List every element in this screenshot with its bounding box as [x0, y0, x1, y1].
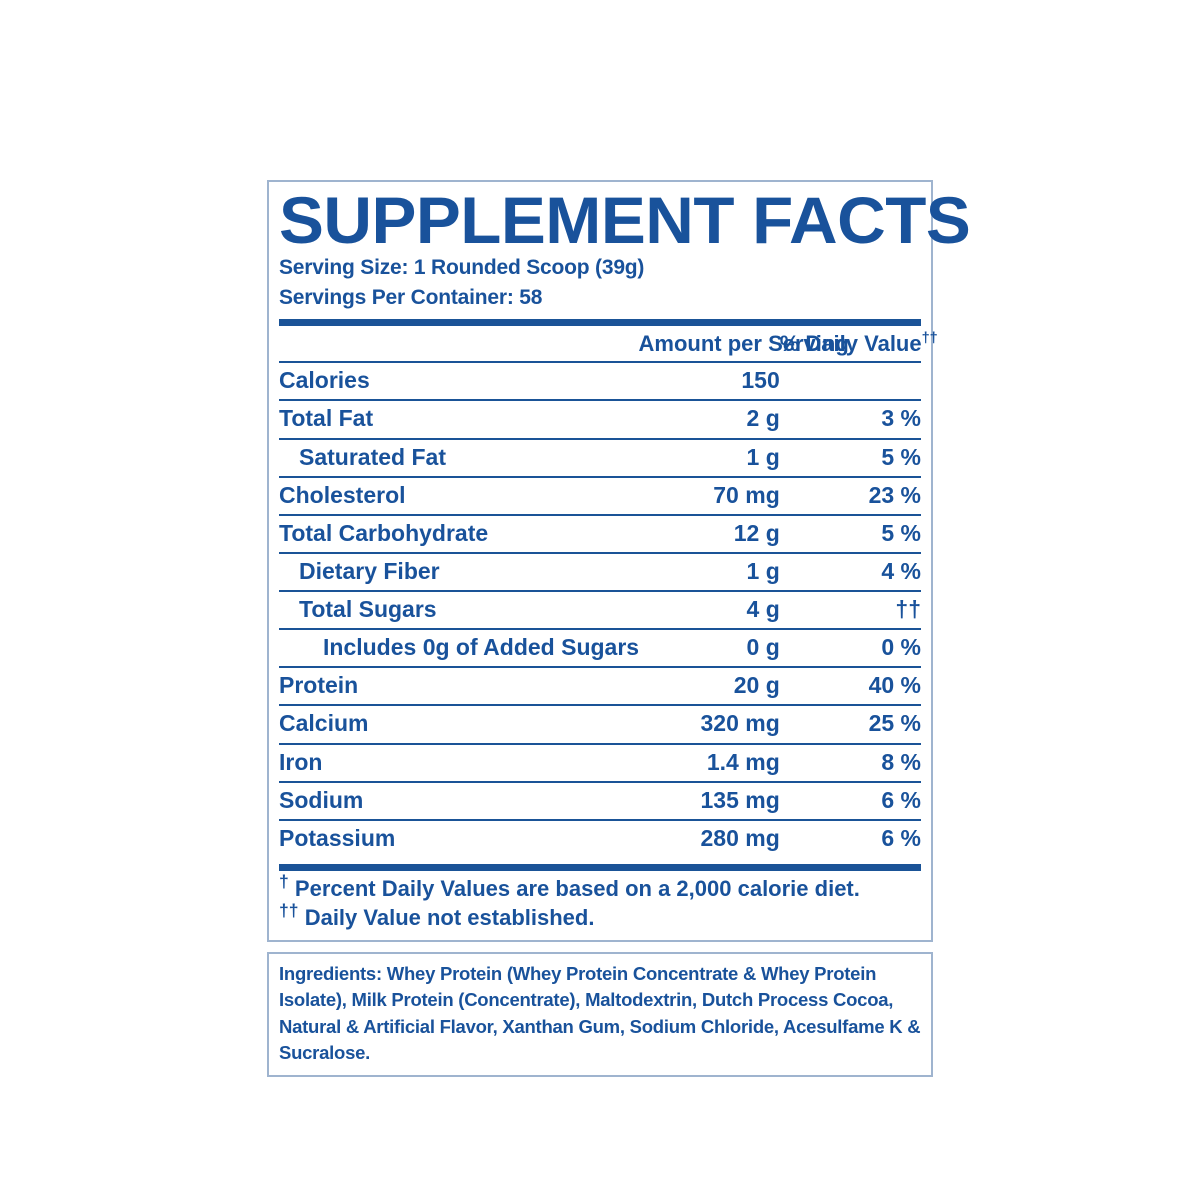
nutrient-daily-value: 8 % — [779, 743, 921, 783]
nutrient-amount: 2 g — [638, 400, 780, 440]
footnote-mark: †† — [279, 900, 299, 921]
nutrient-name: Total Fat — [279, 400, 639, 440]
table-row: Sodium 135 mg 6 % — [279, 781, 921, 821]
servings-per-container-text: Servings Per Container: 58 — [279, 285, 543, 309]
nutrient-amount: 70 mg — [638, 476, 780, 516]
nutrient-daily-value: †† — [779, 591, 921, 631]
nutrient-name: Sodium — [279, 781, 639, 821]
nutrient-amount: 1.4 mg — [638, 743, 780, 783]
table-row: Potassium 280 mg 6 % — [279, 820, 921, 857]
footnote-divider-bar — [279, 863, 921, 871]
nutrient-daily-value: 5 % — [779, 438, 921, 478]
footnote-text: Percent Daily Values are based on a 2,00… — [288, 875, 860, 901]
footnote: †† Daily Value not established. — [279, 900, 921, 932]
nutrient-amount: 280 mg — [700, 824, 780, 851]
nutrient-amount: 1 g — [638, 438, 780, 478]
supplement-facts-label: SUPPLEMENT FACTS Serving Size: 1 Rounded… — [267, 180, 971, 1078]
nutrient-daily-value: 23 % — [779, 476, 921, 516]
nutrient-name: Protein — [279, 667, 639, 707]
nutrient-amount: 20 g — [638, 667, 780, 707]
nutrient-amount: 135 mg — [638, 781, 780, 821]
column-header-daily-value-text: % Daily Value — [779, 331, 922, 357]
nutrient-daily-value: 40 % — [779, 667, 921, 707]
nutrient-daily-value: 0 % — [779, 629, 921, 669]
serving-size-text: Serving Size: 1 Rounded Scoop (39g) — [279, 255, 645, 279]
nutrient-name: Total Sugars — [279, 591, 639, 631]
ingredients-label: Ingredients: — [279, 962, 382, 984]
nutrient-amount: 320 mg — [638, 705, 780, 745]
nutrient-daily-value: 3 % — [779, 400, 921, 440]
ingredients-text: Ingredients: Whey Protein (Whey Protein … — [279, 961, 921, 1066]
nutrient-name: Includes 0g of Added Sugars — [279, 629, 639, 669]
nutrient-name: Calcium — [279, 705, 639, 745]
nutrient-amount: 12 g — [638, 514, 780, 554]
nutrient-daily-value: 6 % — [779, 781, 921, 821]
double-dagger-icon: †† — [921, 331, 938, 348]
nutrient-amount: 150 — [638, 362, 780, 402]
supplement-facts-panel: SUPPLEMENT FACTS Serving Size: 1 Rounded… — [267, 180, 971, 942]
table-row: Iron 1.4 mg 8 % — [279, 743, 921, 783]
table-row: Cholesterol 70 mg 23 % — [279, 476, 921, 516]
nutrient-name: Potassium — [279, 824, 396, 851]
nutrient-name: Iron — [279, 743, 639, 783]
column-header-nutrient — [279, 326, 639, 364]
table-row: Protein 20 g 40 % — [279, 667, 921, 707]
nutrition-table: Amount per Serving % Daily Value†† Calor… — [279, 326, 938, 857]
nutrient-name: Total Carbohydrate — [279, 514, 639, 554]
nutrient-amount: 4 g — [638, 591, 780, 631]
header-divider-bar — [279, 319, 921, 327]
footnote: † Percent Daily Values are based on a 2,… — [279, 871, 921, 903]
nutrient-daily-value: 6 % — [881, 824, 921, 851]
nutrient-name: Saturated Fat — [279, 438, 639, 478]
column-header-amount: Amount per Serving — [638, 326, 849, 364]
table-row: Calcium 320 mg 25 % — [279, 705, 921, 745]
table-row: Calories 150 — [279, 362, 921, 402]
nutrient-name: Dietary Fiber — [279, 552, 639, 593]
ingredients-panel: Ingredients: Whey Protein (Whey Protein … — [267, 951, 933, 1078]
footnotes-section: † Percent Daily Values are based on a 2,… — [279, 871, 921, 932]
page-title: SUPPLEMENT FACTS — [279, 183, 971, 257]
footnote-mark: † — [279, 871, 289, 892]
ingredients-list: Whey Protein (Whey Protein Concentrate &… — [279, 962, 921, 1063]
nutrient-name: Calories — [279, 362, 639, 402]
table-header-row: Amount per Serving % Daily Value†† — [279, 326, 938, 364]
nutrient-name: Cholesterol — [279, 476, 639, 516]
column-header-daily-value: % Daily Value†† — [779, 326, 938, 364]
nutrient-daily-value — [779, 362, 921, 402]
footnote-text: Daily Value not established. — [298, 904, 595, 930]
nutrient-daily-value: 25 % — [779, 705, 921, 745]
table-row: Total Sugars 4 g †† — [279, 591, 921, 631]
nutrient-daily-value: 4 % — [779, 552, 921, 593]
nutrient-daily-value: 5 % — [779, 514, 921, 554]
nutrient-amount: 0 g — [638, 629, 780, 669]
nutrient-amount: 1 g — [638, 552, 780, 593]
